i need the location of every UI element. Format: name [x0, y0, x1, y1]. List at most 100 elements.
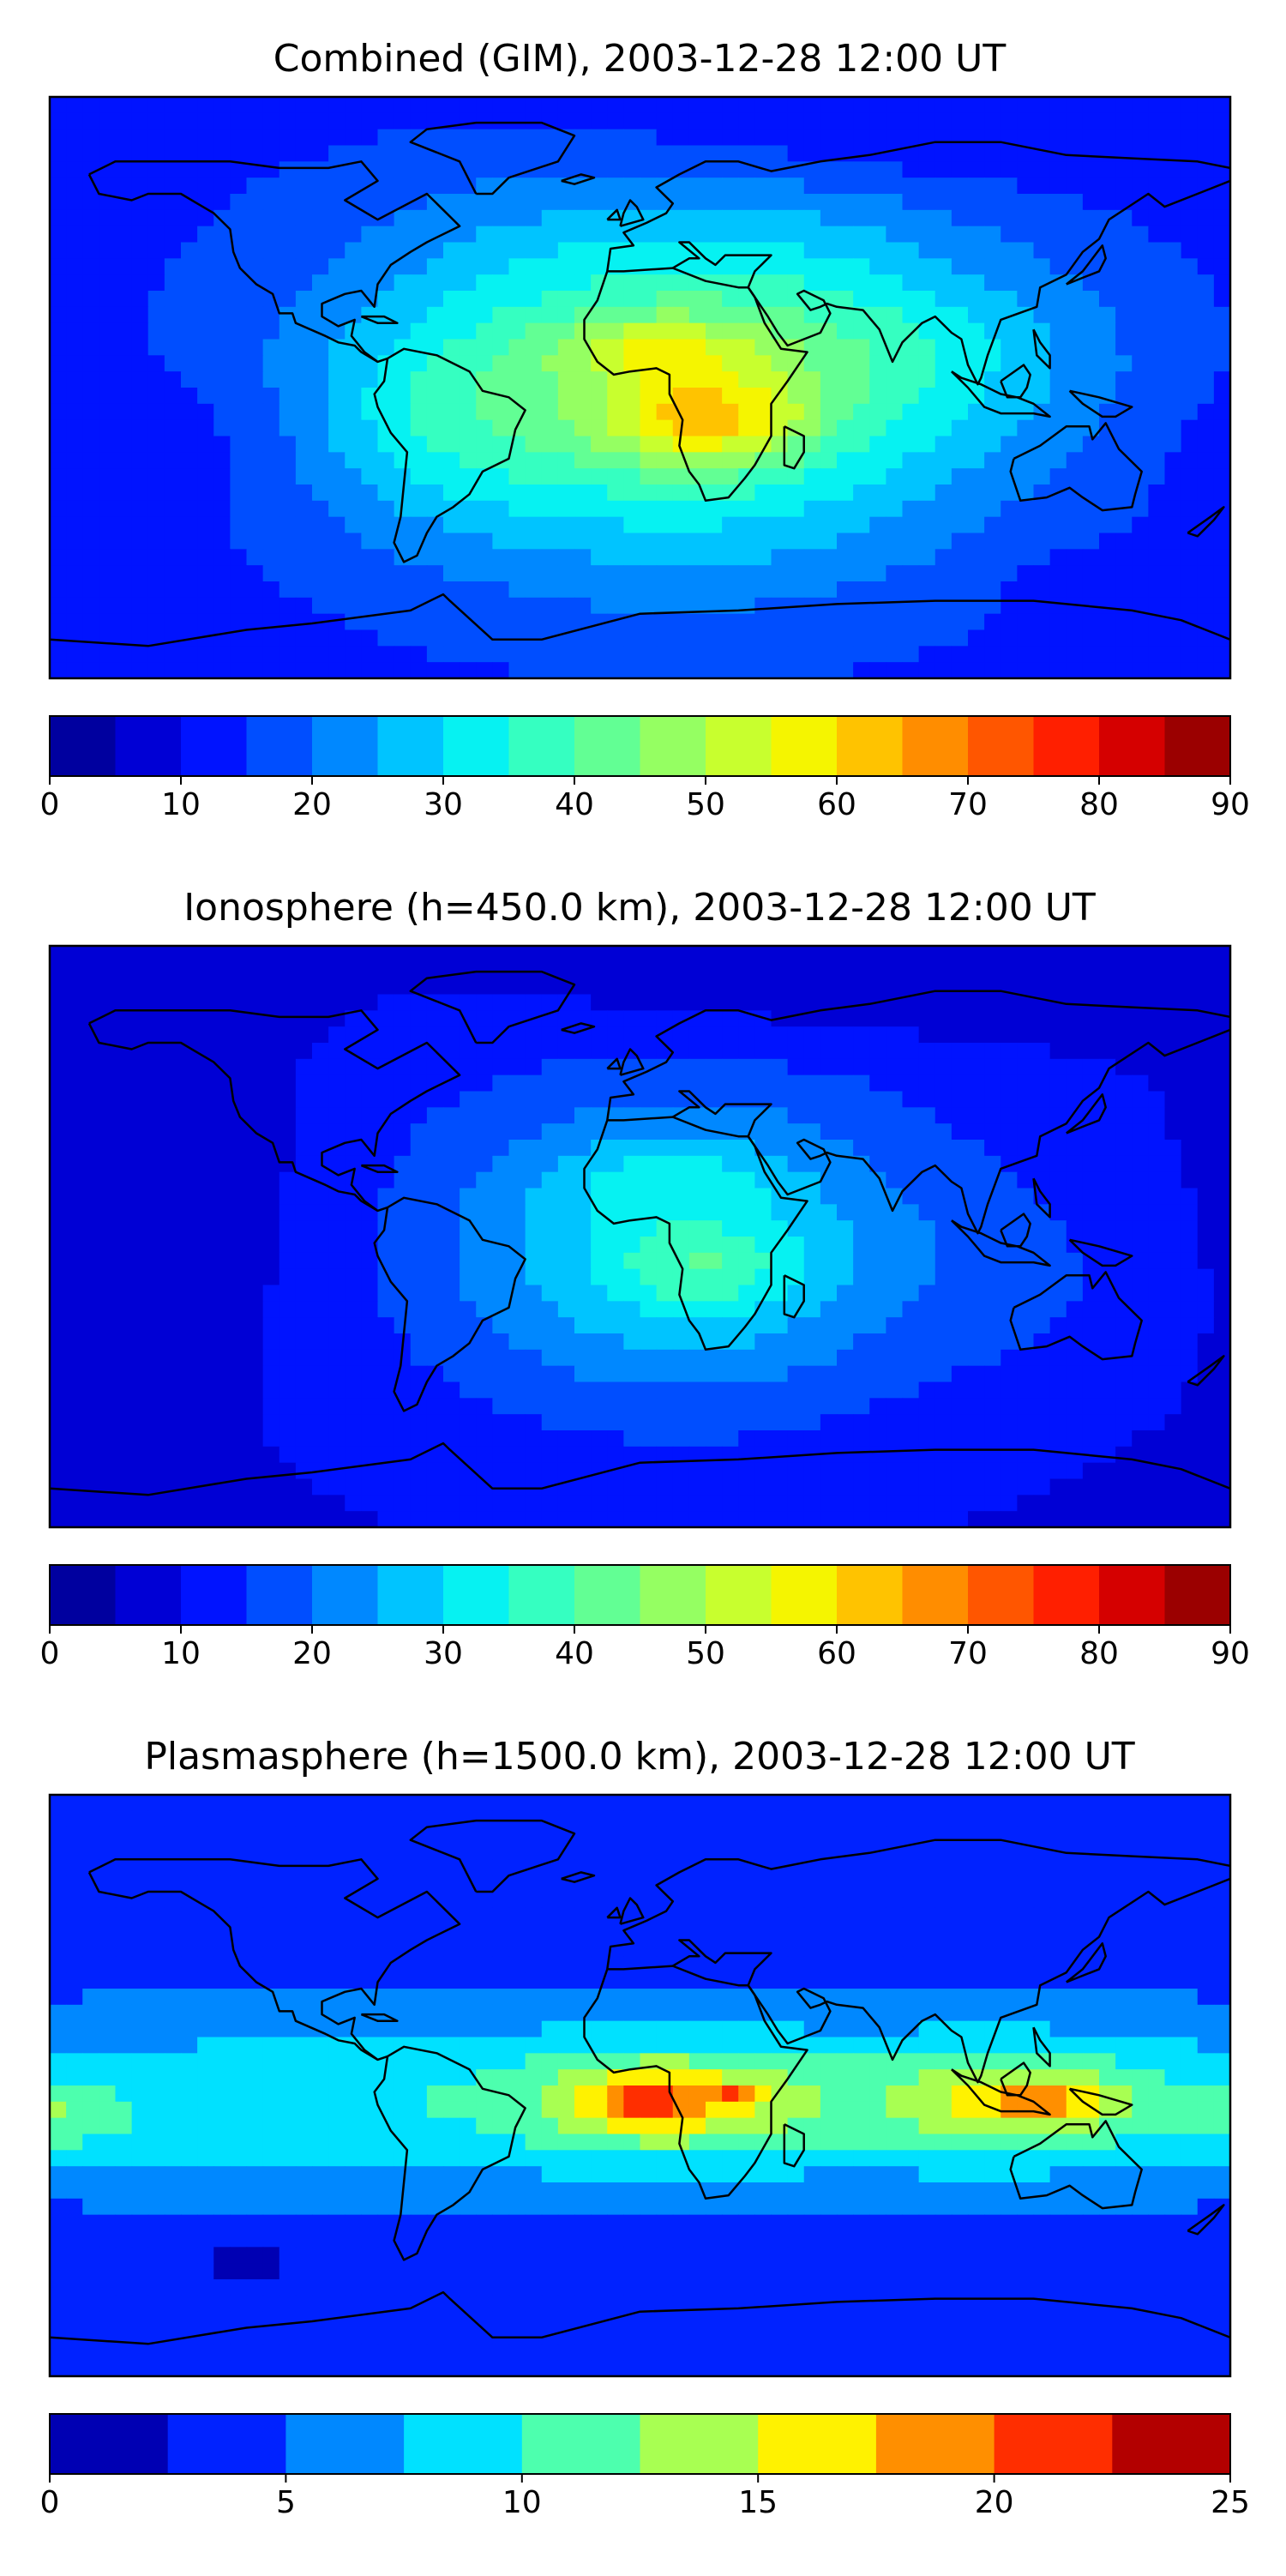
heatmap-cell [1099, 1140, 1116, 1156]
heatmap-cell [509, 598, 526, 614]
heatmap-cell [558, 1447, 575, 1463]
heatmap-cell [378, 1189, 395, 1205]
heatmap-cell [1115, 340, 1133, 356]
heatmap-cell [984, 485, 1001, 501]
heatmap-cell [853, 1237, 870, 1253]
heatmap-cell [443, 436, 460, 453]
heatmap-cell [574, 1059, 592, 1075]
heatmap-cell [706, 194, 723, 210]
heatmap-cell [738, 1059, 755, 1075]
heatmap-cell [968, 1366, 985, 1382]
heatmap-cell [263, 962, 280, 978]
heatmap-cell [1165, 274, 1182, 291]
heatmap-cell [82, 1447, 99, 1463]
heatmap-cell [574, 485, 592, 501]
heatmap-cell [804, 614, 821, 630]
heatmap-cell [66, 962, 83, 978]
heatmap-cell [1050, 1285, 1067, 1302]
heatmap-cell [148, 388, 165, 404]
heatmap-cell [394, 662, 412, 678]
heatmap-cell [984, 1317, 1001, 1333]
heatmap-cell [607, 485, 624, 501]
heatmap-cell [1034, 630, 1051, 647]
heatmap-cell [1165, 978, 1182, 995]
heatmap-cell [526, 340, 543, 356]
heatmap-cell [509, 1043, 526, 1059]
heatmap-cell [296, 598, 313, 614]
heatmap-cell [919, 1398, 936, 1414]
heatmap-cell [558, 1010, 575, 1026]
heatmap-cell [328, 1237, 346, 1253]
heatmap-cell [607, 646, 624, 662]
heatmap-cell [378, 581, 395, 598]
heatmap-cell [853, 1414, 870, 1430]
heatmap-cell [1099, 371, 1116, 388]
heatmap-cell [181, 962, 198, 978]
heatmap-cell [853, 1398, 870, 1414]
heatmap-cell [443, 1398, 460, 1414]
heatmap-cell [738, 436, 755, 453]
heatmap-cell [279, 243, 297, 259]
heatmap-cell [263, 1010, 280, 1026]
heatmap-cell [837, 436, 854, 453]
heatmap-cell [1115, 1430, 1133, 1447]
heatmap-cell [738, 371, 755, 388]
heatmap-cell [213, 355, 231, 371]
heatmap-cell [657, 452, 674, 468]
heatmap-cell [279, 646, 297, 662]
heatmap-cell [99, 646, 116, 662]
heatmap-cell [984, 210, 1001, 226]
heatmap-cell [1198, 307, 1215, 323]
heatmap-cell [657, 962, 674, 978]
heatmap-cell [476, 517, 493, 533]
heatmap-cell [378, 614, 395, 630]
heatmap-cell [772, 1430, 789, 1447]
heatmap-cell [984, 258, 1001, 274]
heatmap-cell [820, 1333, 838, 1350]
heatmap-cell [148, 178, 165, 194]
heatmap-cell [804, 1092, 821, 1108]
heatmap-cell [1132, 226, 1149, 243]
heatmap-cell [526, 178, 543, 194]
heatmap-cell [132, 614, 149, 630]
heatmap-cell [476, 388, 493, 404]
heatmap-cell [1115, 614, 1133, 630]
heatmap-cell [312, 1107, 329, 1123]
heatmap-cell [148, 1414, 165, 1430]
heatmap-cell [1034, 565, 1051, 581]
heatmap-cell [984, 291, 1001, 307]
heatmap-cell [574, 452, 592, 468]
heatmap-cell [558, 194, 575, 210]
heatmap-cell [1067, 1010, 1084, 1026]
heatmap-cell [722, 1237, 739, 1253]
colorbar-segment [247, 716, 313, 776]
heatmap-cell [869, 565, 886, 581]
heatmap-cell [1115, 1010, 1133, 1026]
heatmap-cell [772, 129, 789, 146]
heatmap-cell [820, 485, 838, 501]
heatmap-cell [772, 291, 789, 307]
heatmap-cell [132, 97, 149, 113]
heatmap-cell [1115, 1317, 1133, 1333]
heatmap-cell [1034, 1172, 1051, 1189]
heatmap-cell [804, 1059, 821, 1075]
heatmap-cell [312, 355, 329, 371]
heatmap-cell [66, 355, 83, 371]
heatmap-cell [427, 468, 444, 485]
heatmap-cell [820, 533, 838, 550]
heatmap-cell [99, 1463, 116, 1479]
heatmap-cell [509, 1317, 526, 1333]
heatmap-cell [772, 962, 789, 978]
heatmap-cell [542, 1123, 559, 1140]
heatmap-cell [82, 549, 99, 565]
heatmap-cell [197, 1204, 214, 1220]
heatmap-cell [509, 210, 526, 226]
heatmap-cell [181, 1026, 198, 1043]
heatmap-cell [1083, 1414, 1100, 1430]
heatmap-cell [673, 1414, 690, 1430]
heatmap-cell [411, 97, 428, 113]
heatmap-cell [476, 1237, 493, 1253]
heatmap-cell [853, 501, 870, 517]
colorbar-segment [706, 716, 772, 776]
heatmap-cell [968, 1140, 985, 1156]
